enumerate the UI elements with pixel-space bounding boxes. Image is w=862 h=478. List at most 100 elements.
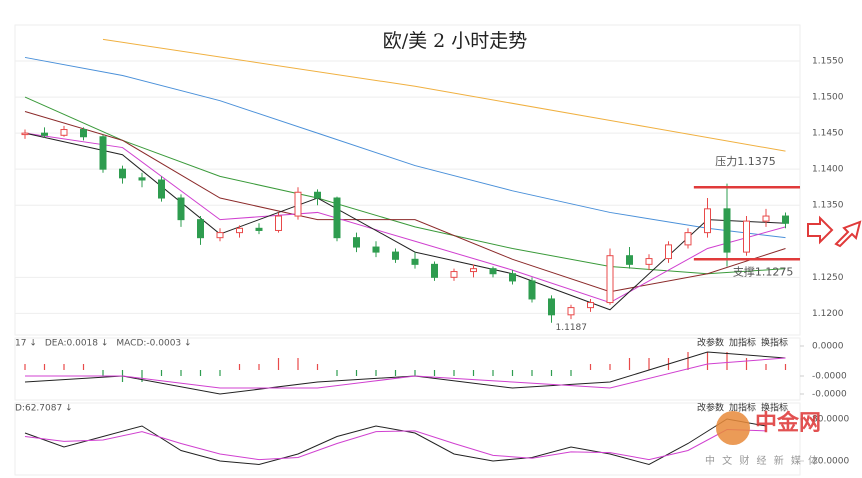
candle-body [411,258,419,265]
candle-body [41,132,48,136]
macd-bar [24,364,26,370]
indicator-header: DEA:0.0018 ↓ [45,339,109,349]
line [24,132,786,304]
y-tick-label: 1.1550 [812,57,844,67]
candle-body [743,220,750,253]
candle-body [216,232,224,239]
candle-body [392,251,399,260]
y-tick-label: 20.0000 [812,457,849,467]
macd-bar [628,358,631,370]
candle-body [450,271,458,278]
toolbar-button[interactable]: 换指标 [761,402,788,414]
macd-bar [492,370,494,376]
macd-bar [43,364,46,370]
candle-body [431,263,438,278]
toolbar-button[interactable]: 换指标 [761,337,788,349]
macd-bar [687,352,689,370]
candle-body [704,208,711,234]
line [24,132,786,311]
toolbar-button[interactable]: 改参数 [697,402,724,414]
y-tick-label: -0.0000 [812,372,847,382]
candle-body [99,136,107,170]
macd-bar [336,370,338,376]
candle-body [470,268,477,273]
line [24,418,767,466]
y-tick-label: 1.1200 [812,309,844,319]
candle-body [60,129,68,136]
macd-bar [160,370,163,376]
macd-bar [511,370,514,376]
candle-body [626,255,633,265]
level-label: 压力1.1375 [715,155,776,168]
candle-body [255,227,263,231]
arrow [834,220,862,248]
candle-body [236,227,243,234]
candle-body [684,232,692,246]
candle-body [489,268,497,275]
toolbar-button[interactable]: 加指标 [729,402,756,414]
candle-body [158,179,165,199]
watermark-tagline: 中 文 财 经 新 媒 体 [705,454,820,467]
watermark-logo [716,411,750,445]
candle-body [294,191,302,217]
line [24,111,786,293]
toolbar-button[interactable]: 改参数 [697,337,724,349]
low-label: 1.1187 [556,323,588,333]
y-tick-label: 80.0000 [812,415,849,425]
macd-bar [102,370,104,376]
macd-bar [394,370,397,376]
candle-body [528,280,536,300]
macd-panel [14,337,801,401]
macd-bar [765,364,767,370]
y-tick-label: 1.1450 [812,129,844,139]
candle-body [567,307,575,316]
toolbar-button[interactable]: 加指标 [729,337,756,349]
y-tick-label: -0.0000 [812,390,847,400]
y-tick-label: 1.1350 [812,201,844,211]
macd-bar [550,370,553,376]
level-label: 支撑1.1275 [733,264,794,278]
y-tick-label: 1.1500 [812,93,844,103]
candle-body [80,129,87,138]
candle-body [372,246,380,253]
main-panel [14,24,801,336]
macd-bar [745,358,748,370]
candle-body [782,215,789,224]
macd-bar [180,370,182,376]
macd-bar [82,364,85,370]
macd-bar [258,364,260,370]
arrow [807,215,834,245]
line [24,56,786,239]
candle-body [762,215,770,222]
macd-bar [784,364,787,370]
macd-bar [648,358,650,370]
macd-bar [199,370,202,376]
macd-bar [219,370,221,376]
line [24,96,786,275]
candle-body [314,191,321,199]
candle-body [509,273,516,282]
line [25,357,786,389]
indicator-header: D:62.7087 ↓ [15,404,73,414]
macd-bar [297,358,299,370]
candle-body [138,177,146,181]
watermark-brand: 中金网 [755,410,821,436]
macd-bar [531,370,533,376]
macd-bar [589,364,592,370]
indicator-header: 17 ↓ [15,339,37,349]
candle-body [587,302,594,309]
candle-body [353,237,360,248]
macd-bar [726,352,728,370]
kd-panel [14,402,801,476]
watermark: 中金网 中 文 财 经 新 媒 体 [705,410,821,467]
y-tick-label: 1.1400 [812,165,844,175]
macd-bar [316,364,319,370]
indicator-header: MACD:-0.0003 ↓ [116,339,191,349]
line [24,428,767,461]
candle-body [665,244,672,260]
candle-body [548,298,555,316]
candle-body [333,197,341,239]
line [102,38,786,152]
candle-body [723,208,731,253]
